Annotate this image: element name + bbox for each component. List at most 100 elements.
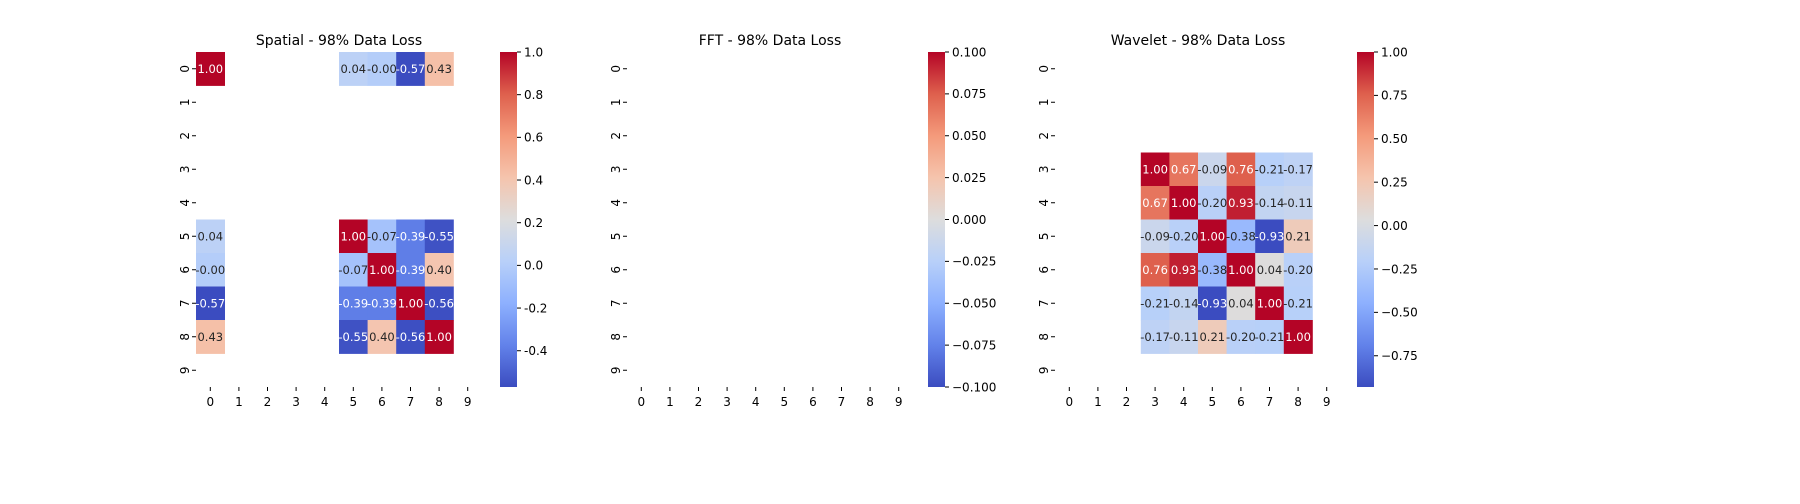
cell-value-label: -0.57 [195,296,225,310]
heatmap-cell [196,253,225,287]
heatmap-cell [1169,320,1199,354]
cell-value-label: 0.04 [1257,263,1283,277]
x-tick-label: 1 [1094,395,1102,409]
heatmap-cell [1283,253,1313,287]
heatmap-cell [396,52,426,86]
heatmap-cell [1226,253,1256,287]
heatmap-cell [1226,152,1256,187]
y-tick-label: 9 [178,366,192,374]
cell-value-label: -0.20 [1197,196,1227,210]
cell-value-label: -0.56 [396,330,426,344]
cell-value-label: 0.93 [1228,196,1254,210]
heatmap-cell [367,320,397,354]
cell-value-label: 0.40 [369,330,395,344]
colorbar-tick-label: 0.075 [952,87,986,101]
cell-value-label: -0.56 [424,296,454,310]
heatmap-cell [1169,253,1199,287]
heatmap-cell [1226,219,1256,254]
y-tick-label: 0 [178,65,192,73]
cell-value-label: 0.76 [1228,162,1254,176]
cell-value-label: -0.38 [1197,263,1227,277]
cell-value-label: 1.00 [197,62,223,76]
cell-value-label: -0.20 [1283,263,1313,277]
colorbar-tick-label: 0.100 [952,45,986,59]
x-tick-label: 7 [1266,395,1274,409]
x-tick-label: 3 [1151,395,1159,409]
cell-value-label: 1.00 [1171,196,1197,210]
colorbar-tick-label: 0.0 [524,259,543,273]
heatmap-cell [1255,219,1285,254]
cell-value-label: -0.55 [424,229,454,243]
heatmap-cell [1169,219,1199,254]
y-tick-label: 5 [178,232,192,240]
colorbar-tick-label: 0.50 [1381,132,1408,146]
x-tick-label: 0 [1065,395,1073,409]
cell-value-label: -0.17 [1283,162,1313,176]
x-tick-label: 6 [809,395,817,409]
y-tick-label: 4 [178,199,192,207]
heatmap-cell [339,253,368,287]
heatmap-cell [339,286,368,321]
heatmap-cell [339,320,368,354]
heatmap-cell [1140,253,1170,287]
colorbar-tick-label: 1.0 [524,45,543,59]
x-tick-label: 9 [895,395,903,409]
x-tick-label: 2 [695,395,703,409]
cell-value-label: 1.00 [340,229,366,243]
colorbar-tick-label: −0.050 [952,297,996,311]
cell-value-label: -0.00 [195,263,225,277]
cell-value-label: -0.14 [1169,296,1199,310]
colorbar-tick-label: −0.100 [952,380,996,394]
cell-value-label: 1.00 [1199,229,1225,243]
y-tick-label: 1 [609,98,623,106]
heatmap-cell [1283,152,1313,187]
cell-value-label: 1.00 [1142,162,1168,176]
heatmap-cell [1169,152,1199,187]
y-tick-label: 3 [178,165,192,173]
colorbar-tick-label: −0.25 [1381,262,1418,276]
y-tick-label: 8 [1037,333,1051,341]
x-tick-label: 4 [321,395,329,409]
heatmap-cell [1255,286,1285,321]
y-tick-label: 8 [609,333,623,341]
cell-value-label: -0.39 [338,296,368,310]
cell-value-label: 0.43 [426,62,452,76]
heatmap-cell [424,52,454,86]
heatmap-cell [339,52,368,86]
cell-value-label: -0.20 [1226,330,1256,344]
cell-value-label: -0.39 [396,229,426,243]
y-tick-label: 7 [609,299,623,307]
x-tick-label: 3 [292,395,300,409]
chart-title: FFT - 98% Data Loss [699,33,842,49]
heatmap-cell [1226,286,1256,321]
colorbar-tick-label: −0.075 [952,338,996,352]
cell-value-label: -0.09 [1140,229,1170,243]
heatmap-cell [1226,320,1256,354]
x-tick-label: 2 [1123,395,1131,409]
x-tick-label: 5 [780,395,788,409]
heatmap-cell [1198,253,1227,287]
cell-value-label: -0.21 [1140,296,1170,310]
heatmap-cell [1255,253,1285,287]
heatmap-cell [424,320,454,354]
x-tick-label: 1 [235,395,243,409]
cell-value-label: 0.04 [1228,296,1254,310]
cell-value-label: -0.21 [1255,330,1285,344]
heatmap-cell [1283,186,1313,220]
heatmap-cell [396,253,426,287]
heatmap-cell [1255,320,1285,354]
x-tick-label: 3 [723,395,731,409]
cell-value-label: 1.00 [1285,330,1311,344]
heatmap-cell [1169,286,1199,321]
y-tick-label: 1 [178,98,192,106]
heatmap-cell [424,286,454,321]
heatmap-cell [1283,219,1313,254]
heatmap-cell [1169,186,1199,220]
cell-value-label: 0.21 [1285,229,1311,243]
colorbar-tick-label: -0.2 [524,301,547,315]
x-tick-label: 7 [407,395,415,409]
x-tick-label: 1 [666,395,674,409]
cell-value-label: -0.39 [367,296,397,310]
